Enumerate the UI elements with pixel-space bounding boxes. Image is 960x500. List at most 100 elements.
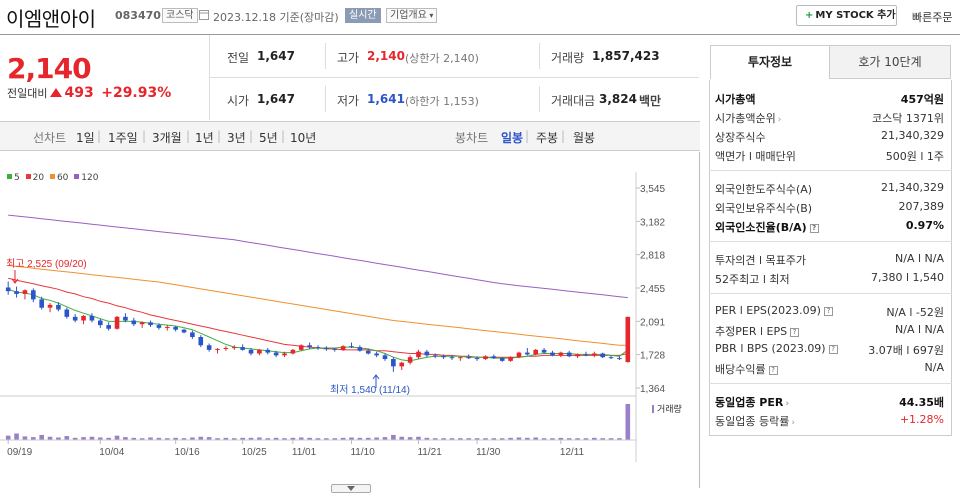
candle-body <box>625 316 631 363</box>
candle-monthly[interactable]: 월봉 <box>573 131 596 145</box>
volume-bar <box>240 437 245 440</box>
per-label-row: PER l EPS(2023.09)? <box>715 304 833 317</box>
candle-body <box>89 315 95 321</box>
volume-bar <box>273 437 279 440</box>
help-icon[interactable]: ? <box>823 307 833 316</box>
period-3m[interactable]: 3개월 <box>152 131 182 145</box>
help-icon[interactable]: ? <box>768 366 778 375</box>
change-row: 전일대비 493 +29.93% <box>7 85 171 101</box>
tab-invest-info[interactable]: 투자정보 <box>710 45 830 79</box>
period-1y[interactable]: 1년 <box>195 131 214 145</box>
company-name: 이엠앤아이 <box>6 7 96 31</box>
candle-body <box>106 325 111 329</box>
tab-order-book[interactable]: 호가 10단계 <box>829 45 951 79</box>
candle-body <box>483 356 488 360</box>
divider <box>325 86 326 112</box>
period-bar: 선차트 1일 | 1주일 | 3개월 | 1년 | 3년 | 5년 | 10년 … <box>0 121 700 151</box>
period-1w[interactable]: 1주일 <box>108 131 138 145</box>
candle-body <box>290 349 296 354</box>
volume-bar <box>198 436 204 440</box>
y-tick-label: 3,545 <box>640 184 665 195</box>
volume-bar <box>533 437 539 440</box>
my-stock-add-button[interactable]: + MY STOCK 추가 <box>796 5 897 26</box>
ma60-label: 60 <box>56 173 69 183</box>
stock-header: 이엠앤아이 083470 코스닥 2023.12.18 기준(장마감) 실시간 … <box>0 0 960 32</box>
realtime-button[interactable]: 실시간 <box>345 8 381 23</box>
volume-bar <box>424 437 430 440</box>
divider <box>539 86 540 112</box>
candle-body <box>265 349 271 353</box>
pbr-label-row: PBR l BPS (2023.09)? <box>715 342 838 355</box>
change-value: 493 <box>64 85 94 101</box>
candle-body <box>64 309 70 317</box>
pbr-label: PBR l BPS (2023.09) <box>715 342 826 355</box>
candle-body <box>525 352 530 355</box>
open-value: 1,647 <box>257 92 295 106</box>
candle-body <box>441 356 446 358</box>
x-tick-label: 11/01 <box>292 447 317 458</box>
period-10y[interactable]: 10년 <box>290 131 317 145</box>
period-1d[interactable]: 1일 <box>76 131 95 145</box>
volume-bar <box>382 437 388 440</box>
separator: | <box>142 129 147 143</box>
plus-icon: + <box>805 10 814 21</box>
stock-chart: 3,545 3,182 2,818 2,455 2,091 1,728 1,364 09/1… <box>0 172 682 462</box>
help-icon[interactable]: ? <box>790 328 800 337</box>
volume-legend-label: 거래량 <box>657 403 682 414</box>
max-annotation: 최고 2,525 (09/20) <box>6 258 87 270</box>
volume-bar <box>449 438 455 440</box>
volume-bar <box>617 438 622 440</box>
x-tick-label: 11/30 <box>476 447 501 458</box>
volume-bar <box>139 438 145 440</box>
candle-body <box>340 346 346 350</box>
chart-expand-handle[interactable] <box>331 484 371 493</box>
calendar-icon <box>199 10 209 20</box>
period-3y[interactable]: 3년 <box>227 131 246 145</box>
ind-per-label-row: 동일업종 PER › <box>715 394 789 410</box>
mktcap-rank-label: 시가총액순위 <box>715 112 776 125</box>
candle-body <box>550 352 555 356</box>
y-tick-label: 2,091 <box>640 317 665 328</box>
amount-label: 거래대금 <box>551 94 596 108</box>
chart-area[interactable] <box>0 152 700 488</box>
candle-body <box>282 353 287 356</box>
ma-legend: 5 20 60 120 <box>4 173 98 183</box>
candle-body <box>14 291 19 294</box>
volume-bar <box>600 438 605 440</box>
candle-body <box>307 345 312 348</box>
volume-bar <box>432 438 438 440</box>
per-label: PER l EPS(2023.09) <box>715 304 821 317</box>
volume-bar <box>466 438 472 440</box>
candle-body <box>608 357 614 359</box>
volume-bar <box>206 437 212 440</box>
w52-value: 7,380 l 1,540 <box>870 271 944 284</box>
open-label: 시가 <box>227 94 250 108</box>
chevron-right-icon: › <box>785 399 790 409</box>
prev-close-value: 1,647 <box>257 49 295 63</box>
volume-bar <box>365 437 371 440</box>
change-label: 전일대비 <box>7 87 48 100</box>
candle-chart-label: 봉차트 <box>455 131 489 145</box>
volume-bar <box>215 438 220 440</box>
volume-bar <box>525 437 530 440</box>
company-info-button[interactable]: 기업개요 ▾ <box>386 8 438 23</box>
est-per-label-row: 추정PER l EPS? <box>715 323 800 339</box>
ma20-swatch <box>25 174 31 179</box>
foreign-ratio-label-row: 외국인소진율(B/A)? <box>715 219 819 235</box>
y-tick-label: 3,182 <box>640 217 665 228</box>
help-icon[interactable]: ? <box>809 224 819 233</box>
volume-bar <box>608 438 614 440</box>
volume-bar <box>282 438 287 440</box>
candle-body <box>298 345 304 350</box>
candle-weekly[interactable]: 주봉 <box>536 131 559 145</box>
period-5y[interactable]: 5년 <box>259 131 278 145</box>
candle-daily[interactable]: 일봉 <box>501 131 524 145</box>
foreign-ratio-label: 외국인소진율(B/A) <box>715 221 807 234</box>
candle-body <box>164 326 170 328</box>
help-icon[interactable]: ? <box>828 345 838 354</box>
ind-per-label: 동일업종 PER <box>715 396 784 409</box>
chevron-right-icon: › <box>791 418 795 428</box>
volume-bar <box>399 436 405 440</box>
quick-order-link[interactable]: 빠른주문 <box>912 11 953 24</box>
ma120-line <box>8 214 628 299</box>
